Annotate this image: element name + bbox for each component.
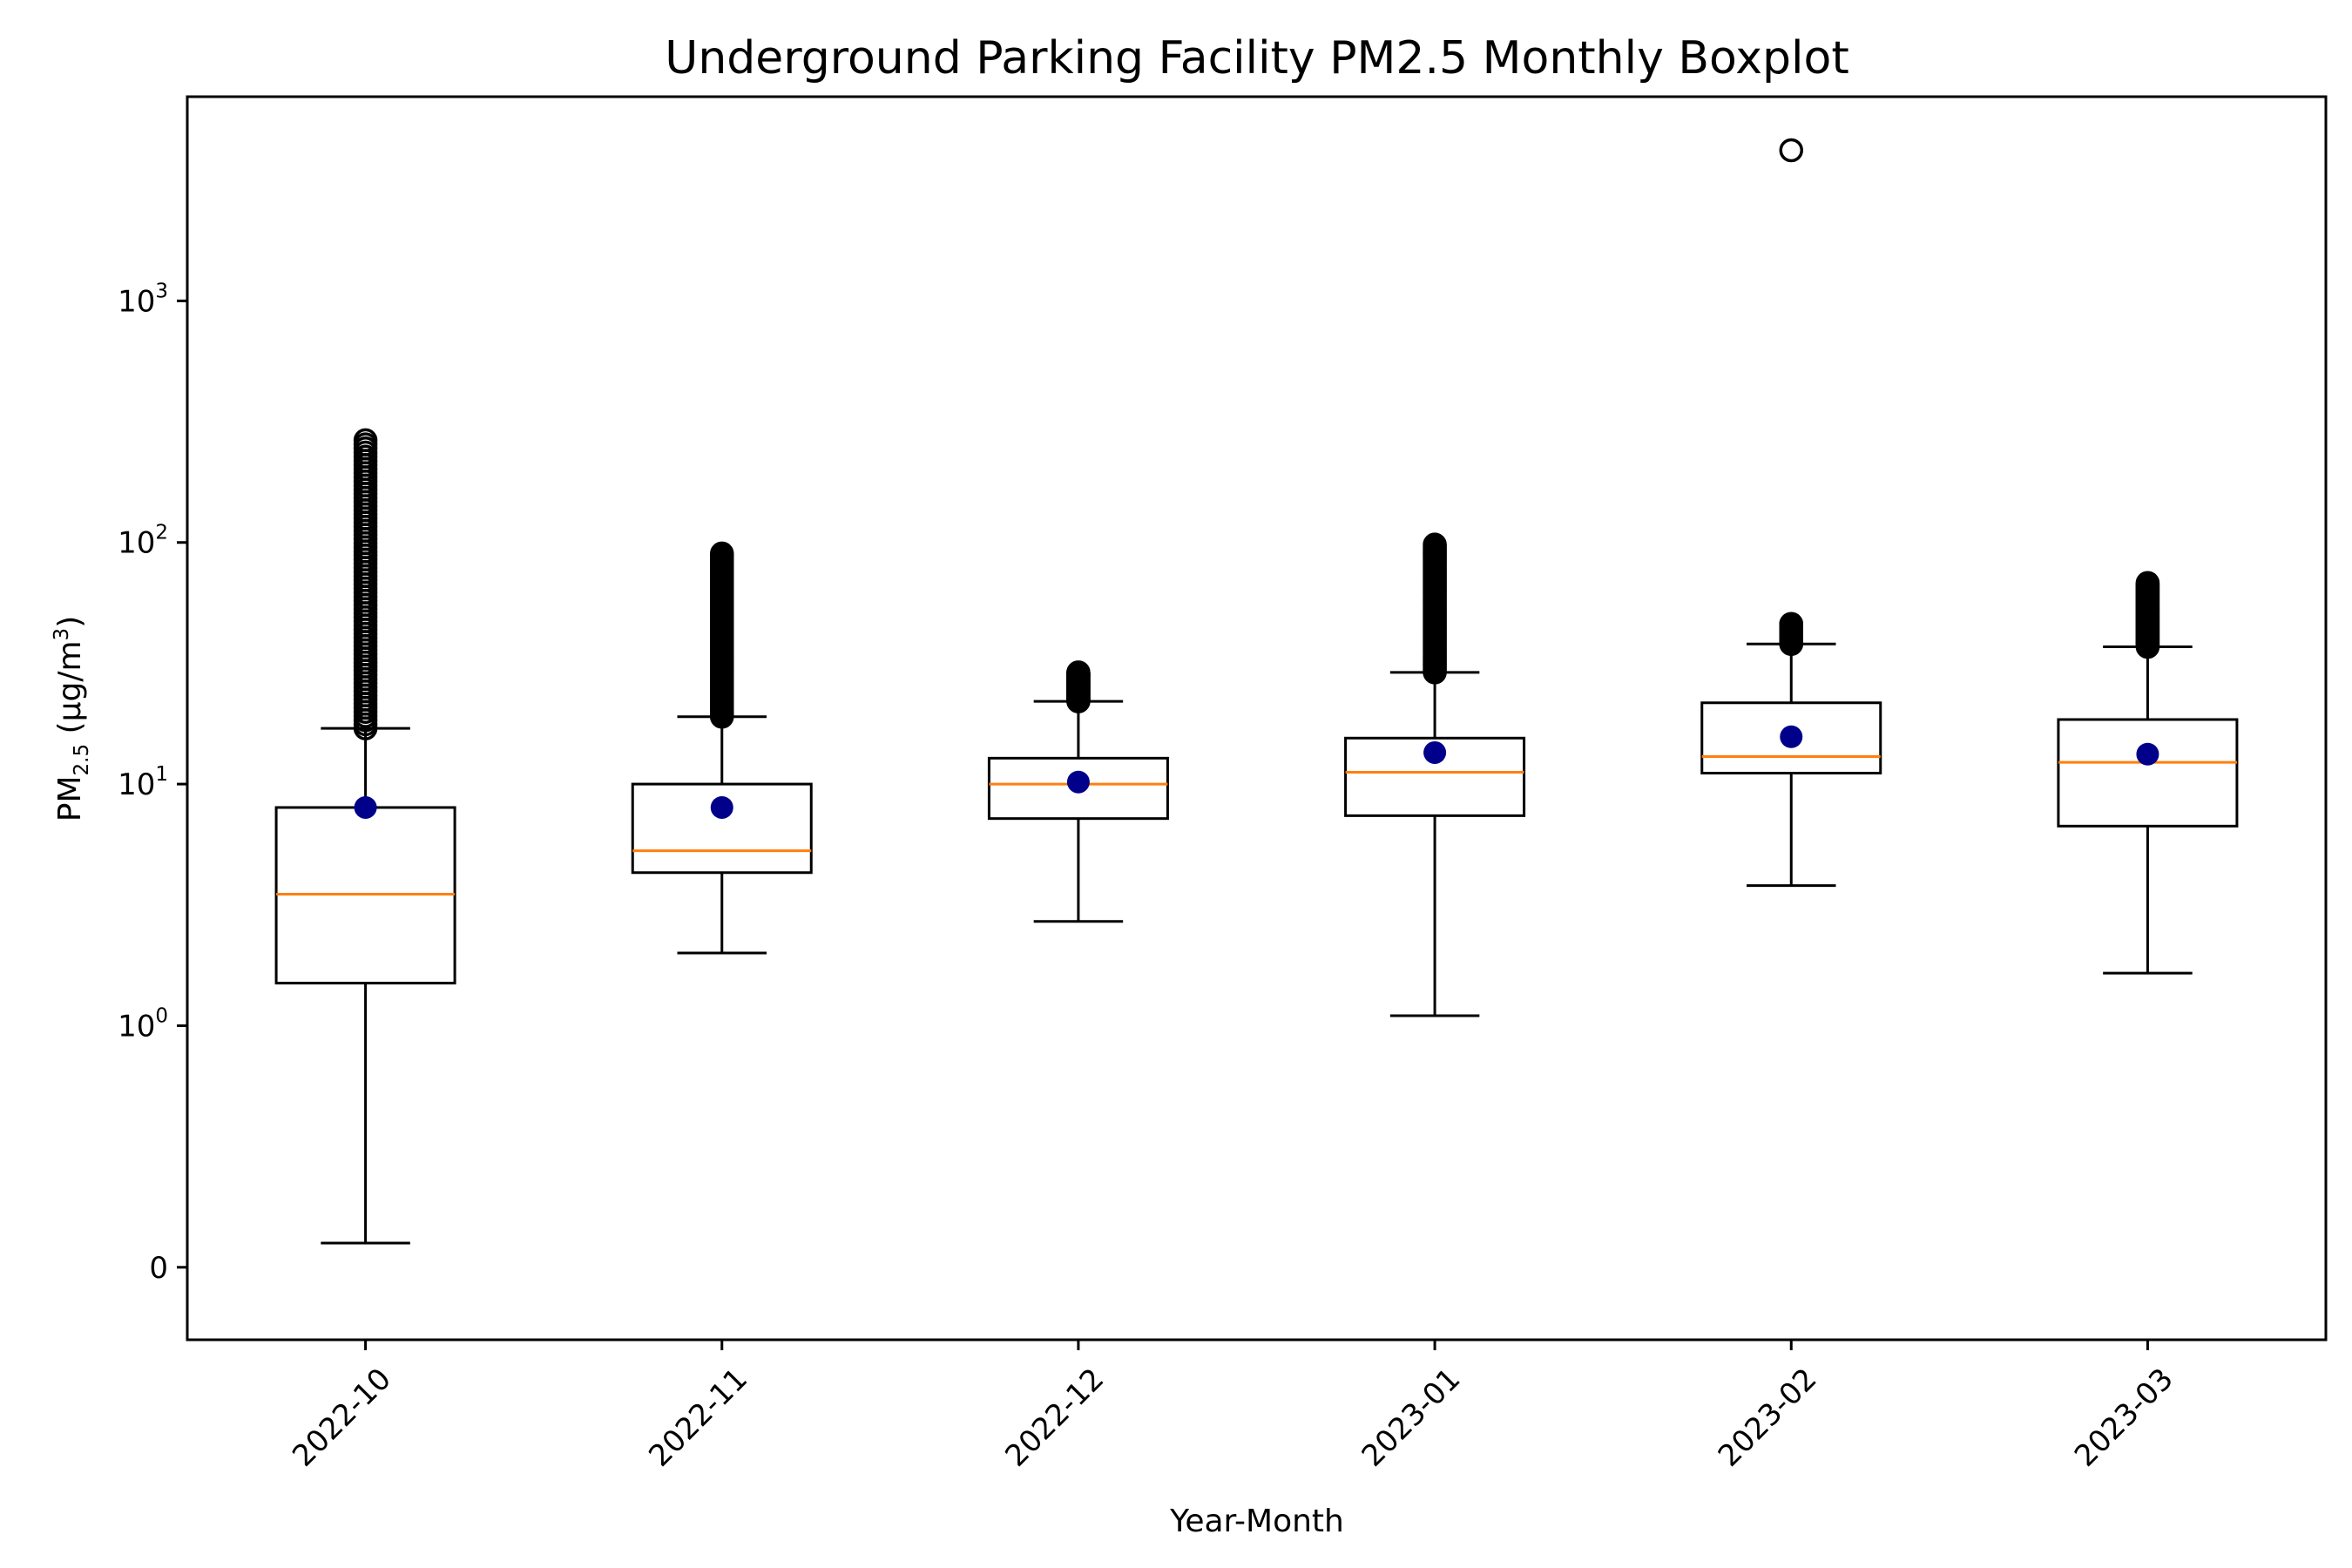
outlier-point xyxy=(1779,612,1803,637)
y-label-unit-superscript: 3 xyxy=(51,628,73,641)
outlier-point xyxy=(1779,138,1803,163)
box-group-2023-01 xyxy=(1344,532,1526,1017)
mean-point xyxy=(710,795,733,819)
box-group-2022-10 xyxy=(274,428,456,1245)
outlier-point xyxy=(353,428,378,453)
y-label-subscript: 2.5 xyxy=(71,744,93,776)
y-tick-base: 10 xyxy=(118,1009,155,1044)
y-tick-label: 0 xyxy=(149,1251,168,1286)
y-tick-label: 100 xyxy=(118,1004,168,1044)
outlier-point xyxy=(710,541,734,566)
y-tick-base: 10 xyxy=(118,284,155,319)
box-iqr xyxy=(1344,736,1526,817)
y-axis-label: PM2.5 (μg/m3) xyxy=(51,616,93,822)
mean-point xyxy=(354,795,377,819)
y-tick-label: 103 xyxy=(118,280,168,319)
y-tick-exponent: 2 xyxy=(155,522,168,544)
mean-point xyxy=(1780,725,1803,748)
outlier-point xyxy=(1066,660,1091,685)
box-group-2022-12 xyxy=(987,660,1169,923)
mean-point xyxy=(1066,770,1090,794)
x-axis-label: Year-Month xyxy=(1169,1504,1344,1539)
box-group-2023-03 xyxy=(2057,571,2239,975)
box-iqr xyxy=(1700,701,1882,775)
y-tick-exponent: 1 xyxy=(155,763,168,786)
box-iqr xyxy=(987,756,1169,821)
y-tick-exponent: 0 xyxy=(155,1004,168,1027)
chart-title: Underground Parking Facility PM2.5 Month… xyxy=(665,32,1848,84)
outlier-point xyxy=(2135,571,2160,595)
y-tick-base: 0 xyxy=(149,1251,168,1286)
y-label-unit-prefix: (μg/m xyxy=(52,640,88,743)
y-tick-base: 10 xyxy=(118,526,155,561)
plot-area xyxy=(274,138,2239,1245)
box-iqr xyxy=(631,782,813,875)
y-tick-base: 10 xyxy=(118,767,155,802)
box-group-2023-02 xyxy=(1700,138,1882,888)
mean-point xyxy=(1423,740,1447,764)
plot-frame xyxy=(186,95,2328,1342)
y-tick-label: 102 xyxy=(118,522,168,561)
box-group-2022-11 xyxy=(631,541,813,955)
y-label-unit-suffix: ) xyxy=(52,616,88,628)
outlier-point xyxy=(1423,532,1447,557)
box-iqr xyxy=(2057,718,2239,828)
mean-point xyxy=(2136,742,2159,766)
y-tick-exponent: 3 xyxy=(155,280,168,302)
y-label-base: PM xyxy=(52,775,88,821)
y-tick-label: 101 xyxy=(118,763,168,802)
